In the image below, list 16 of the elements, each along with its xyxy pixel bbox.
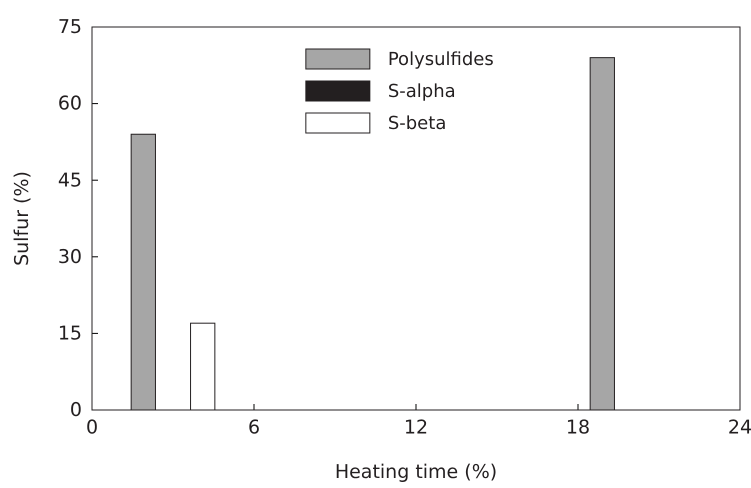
legend-label: S-alpha xyxy=(388,81,456,102)
x-tick-label: 18 xyxy=(566,416,590,438)
legend-label: S-beta xyxy=(388,113,446,134)
x-tick-label: 12 xyxy=(404,416,428,438)
y-tick-label: 0 xyxy=(70,399,82,422)
y-tick-label: 75 xyxy=(58,16,82,38)
y-tick-label: 60 xyxy=(58,92,82,115)
y-tick-label: 30 xyxy=(58,246,82,268)
x-tick-label: 0 xyxy=(86,416,98,438)
y-tick-label: 15 xyxy=(58,322,82,344)
x-tick-label: 24 xyxy=(728,416,751,438)
y-axis-title: Sulfur (%) xyxy=(11,171,33,266)
x-axis-title: Heating time (%) xyxy=(334,461,498,483)
y-tick-label: 45 xyxy=(58,169,82,192)
x-tick-label: 6 xyxy=(248,416,260,438)
legend-label: Polysulfides xyxy=(388,49,494,70)
